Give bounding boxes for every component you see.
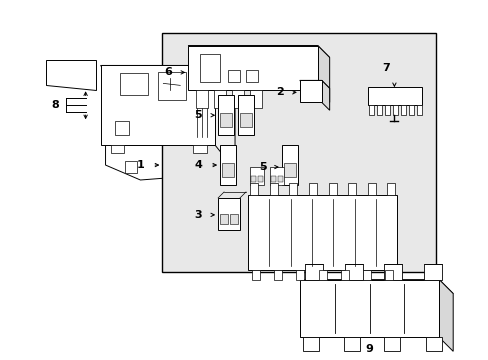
Bar [193,145,207,153]
Bar [258,176,263,182]
Text: 1: 1 [136,160,144,170]
Bar [227,71,240,82]
Bar [270,176,275,182]
Bar [125,161,137,173]
Bar [363,270,370,280]
Bar [110,145,124,153]
Bar [367,183,375,195]
Polygon shape [321,80,329,110]
Text: 3: 3 [194,210,202,220]
Bar [158,72,186,100]
Bar [115,121,129,135]
Bar [220,214,227,224]
Text: 5: 5 [259,162,266,172]
Polygon shape [215,66,235,170]
Bar [218,95,234,135]
Bar [250,176,255,182]
Bar [386,183,395,195]
Bar [384,105,389,115]
Polygon shape [438,280,452,351]
Polygon shape [299,80,329,88]
Bar [277,176,282,182]
Bar [249,167,264,185]
Bar [299,80,321,102]
Bar [281,145,297,185]
Bar [220,145,236,185]
Bar [222,163,234,177]
Bar [376,105,381,115]
Bar [299,280,438,337]
Polygon shape [317,45,329,102]
Text: 2: 2 [275,87,283,97]
Text: 4: 4 [194,160,202,170]
Polygon shape [299,280,452,293]
Bar [232,90,244,108]
Bar [416,105,422,115]
Bar [304,264,322,280]
Bar [384,264,402,280]
Bar [218,198,240,230]
Bar [120,73,148,95]
Bar [426,337,441,351]
Bar [220,113,232,127]
Bar [302,337,318,351]
Bar [188,45,317,90]
Bar [296,270,304,280]
Bar [251,270,260,280]
Polygon shape [101,66,235,90]
Text: 8: 8 [52,100,60,110]
Bar [249,90,262,108]
Polygon shape [105,145,205,180]
Bar [367,87,422,105]
Bar [400,105,405,115]
Bar [101,66,215,145]
Bar [340,270,348,280]
Bar [269,183,277,195]
Text: 7: 7 [382,63,389,73]
Bar [214,90,225,108]
Bar [318,270,326,280]
Polygon shape [188,45,329,58]
Bar [392,105,397,115]
Text: 5: 5 [194,110,202,120]
Bar [247,195,397,270]
Bar [368,105,373,115]
Bar [229,214,238,224]
Bar [328,183,336,195]
Bar [245,71,258,82]
Text: 6: 6 [164,67,172,77]
Polygon shape [46,60,95,90]
Bar [385,270,393,280]
Bar [238,95,253,135]
Bar [162,32,435,272]
Text: 9: 9 [365,345,373,354]
Bar [283,163,295,177]
Bar [343,337,359,351]
Bar [196,90,208,108]
Bar [308,183,316,195]
Bar [249,183,258,195]
Bar [289,183,297,195]
Bar [344,264,362,280]
Bar [240,113,251,127]
Bar [408,105,413,115]
Bar [200,54,220,82]
Bar [424,264,441,280]
Bar [384,337,400,351]
Bar [269,167,283,185]
Bar [274,270,282,280]
Bar [347,183,355,195]
